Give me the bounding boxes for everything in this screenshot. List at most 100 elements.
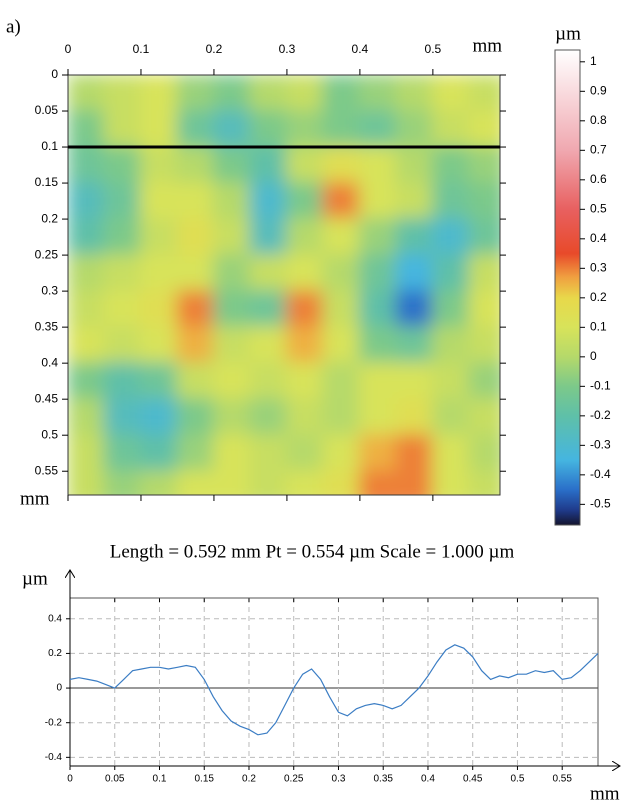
height-cell xyxy=(140,326,178,364)
height-cell xyxy=(359,74,397,112)
height-cell xyxy=(67,434,105,472)
height-cell xyxy=(176,362,214,400)
x-tick-label: 0.3 xyxy=(279,42,296,56)
height-cell xyxy=(213,362,251,400)
height-cell xyxy=(140,398,178,436)
height-cell xyxy=(286,326,324,364)
height-cell xyxy=(176,74,214,112)
height-cell xyxy=(432,398,470,436)
height-cell xyxy=(176,218,214,256)
height-cell xyxy=(359,326,397,364)
height-cell xyxy=(213,290,251,328)
x-tick-label: 0 xyxy=(65,42,72,56)
height-cell xyxy=(176,110,214,148)
height-cell xyxy=(140,470,178,508)
colorbar-tick-label: 1 xyxy=(590,54,597,68)
height-cell xyxy=(249,326,287,364)
height-cell xyxy=(322,254,360,292)
height-cell xyxy=(468,434,506,472)
y-tick-label: 0.4 xyxy=(41,355,58,369)
profile-y-label: µm xyxy=(22,568,48,589)
height-cell xyxy=(432,254,470,292)
y-tick-label: 0.35 xyxy=(35,319,59,333)
y-tick-label: 0.1 xyxy=(41,139,58,153)
height-cell xyxy=(468,290,506,328)
height-cell xyxy=(432,290,470,328)
height-cell xyxy=(140,182,178,220)
height-cell xyxy=(286,470,324,508)
height-cell xyxy=(249,434,287,472)
height-cell xyxy=(67,362,105,400)
colorbar-label: µm xyxy=(555,23,581,44)
height-cell xyxy=(286,110,324,148)
y-axis-label: mm xyxy=(20,488,50,509)
y-tick-label: 0.4 xyxy=(48,613,62,624)
y-tick-label: -0.4 xyxy=(45,752,63,763)
height-cell xyxy=(322,326,360,364)
height-cell xyxy=(103,398,141,436)
height-cell xyxy=(468,146,506,184)
height-cell xyxy=(359,290,397,328)
height-cell xyxy=(286,182,324,220)
y-tick-label: 0.2 xyxy=(41,211,58,225)
height-cell xyxy=(140,434,178,472)
x-tick-label: 0.1 xyxy=(153,774,167,785)
height-cell xyxy=(286,218,324,256)
height-cell xyxy=(176,434,214,472)
height-cell xyxy=(468,398,506,436)
height-cell xyxy=(322,398,360,436)
colorbar-tick-label: 0.3 xyxy=(590,260,607,274)
height-cell xyxy=(140,362,178,400)
x-tick-label: 0.3 xyxy=(332,774,346,785)
profile-title: Length = 0.592 mm Pt = 0.554 µm Scale = … xyxy=(110,541,515,562)
x-tick-label: 0.35 xyxy=(373,774,393,785)
height-cell xyxy=(67,74,105,112)
height-cell xyxy=(432,74,470,112)
y-tick-label: 0.25 xyxy=(35,247,59,261)
height-cell xyxy=(395,362,433,400)
height-cell xyxy=(103,434,141,472)
height-cell xyxy=(213,146,251,184)
x-tick-label: 0.4 xyxy=(421,774,435,785)
height-cell xyxy=(140,110,178,148)
height-cell xyxy=(468,110,506,148)
height-cell xyxy=(468,470,506,508)
colorbar xyxy=(555,50,580,525)
height-cell xyxy=(395,434,433,472)
height-cell xyxy=(103,110,141,148)
colorbar-tick-label: 0.5 xyxy=(590,201,607,215)
height-cell xyxy=(103,362,141,400)
height-cell xyxy=(213,434,251,472)
height-cell xyxy=(359,254,397,292)
height-cell xyxy=(395,470,433,508)
height-cell xyxy=(359,362,397,400)
height-cell xyxy=(249,470,287,508)
colorbar-tick-label: 0 xyxy=(590,349,597,363)
height-cell xyxy=(395,218,433,256)
height-cell xyxy=(286,146,324,184)
height-cell xyxy=(103,146,141,184)
y-tick-label: 0.15 xyxy=(35,175,59,189)
height-cell xyxy=(432,182,470,220)
colorbar-tick-label: 0.1 xyxy=(590,320,607,334)
colorbar-tick-label: 0.4 xyxy=(590,231,607,245)
height-cell xyxy=(395,110,433,148)
height-cell xyxy=(286,434,324,472)
height-cell xyxy=(395,290,433,328)
x-tick-label: 0.2 xyxy=(206,42,223,56)
colorbar-tick-label: -0.2 xyxy=(590,408,611,422)
height-cell xyxy=(468,254,506,292)
height-cell xyxy=(140,74,178,112)
height-cell xyxy=(213,218,251,256)
colorbar-tick-label: -0.3 xyxy=(590,438,611,452)
height-cell xyxy=(395,398,433,436)
height-cell xyxy=(67,326,105,364)
height-cell xyxy=(432,146,470,184)
height-cell xyxy=(359,146,397,184)
height-cell xyxy=(176,182,214,220)
height-cell xyxy=(176,254,214,292)
height-cell xyxy=(322,182,360,220)
height-cell xyxy=(359,470,397,508)
height-cell xyxy=(103,326,141,364)
